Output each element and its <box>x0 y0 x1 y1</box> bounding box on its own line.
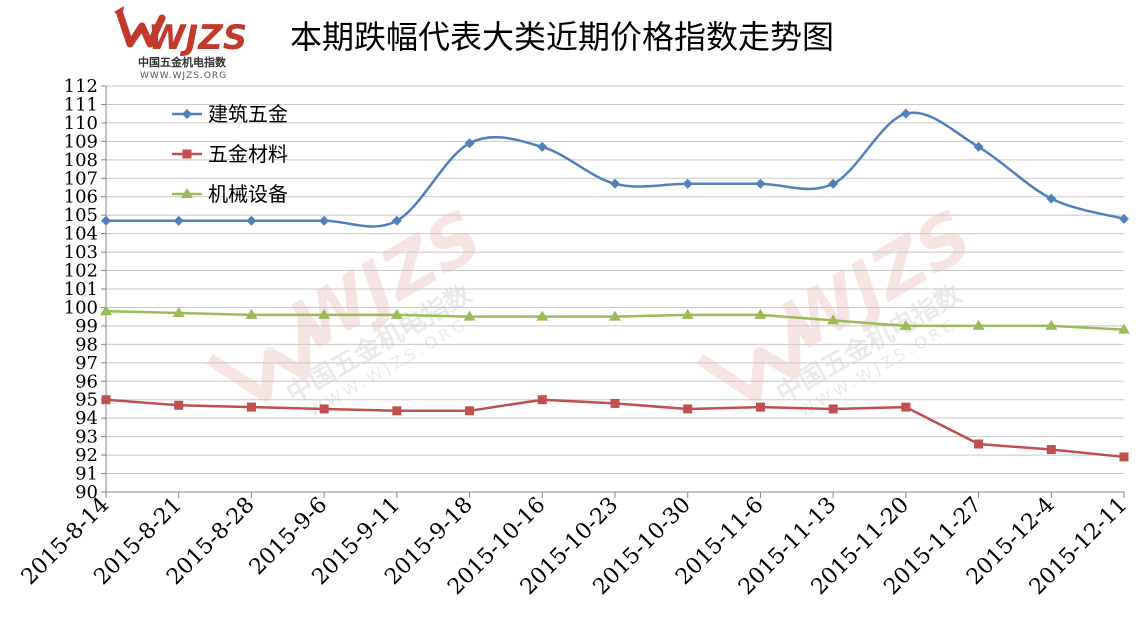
legend-label-3: 机械设备 <box>208 182 288 206</box>
data-point <box>465 406 475 416</box>
y-tick-label: 93 <box>75 427 98 448</box>
y-tick-label: 107 <box>64 168 98 189</box>
data-point <box>681 308 694 319</box>
y-tick-label: 112 <box>64 76 98 97</box>
y-tick-label: 109 <box>64 131 98 152</box>
data-point <box>901 402 911 412</box>
data-point <box>464 138 475 149</box>
logo-text: WJZS <box>148 18 247 58</box>
data-point <box>1119 452 1129 462</box>
watermark-mark <box>206 310 311 402</box>
y-tick-label: 92 <box>75 445 98 466</box>
y-tick-label: 98 <box>75 334 98 355</box>
wjzs-logo: WJZS 中国五金机电指数 WWW.WJZS.ORG <box>110 4 260 84</box>
data-point <box>974 439 984 449</box>
legend-label-2: 五金材料 <box>208 142 288 166</box>
data-point <box>537 141 548 152</box>
data-point <box>537 395 547 405</box>
legend-marker-3 <box>181 188 193 198</box>
data-point <box>1118 323 1130 334</box>
y-tick-label: 111 <box>64 94 98 115</box>
data-point <box>536 310 549 321</box>
y-tick-label: 108 <box>64 150 98 171</box>
data-point <box>609 310 621 321</box>
data-point <box>828 404 838 414</box>
y-tick-label: 105 <box>64 205 98 226</box>
data-point <box>1046 193 1057 204</box>
data-point <box>245 308 258 319</box>
data-point <box>755 402 765 412</box>
data-point <box>101 395 111 405</box>
data-point <box>318 308 331 319</box>
y-tick-label: 95 <box>75 390 98 411</box>
data-point <box>463 310 476 321</box>
data-point <box>828 178 839 189</box>
legend-label-1: 建筑五金 <box>208 102 288 126</box>
y-tick-label: 100 <box>64 297 98 318</box>
legend-marker-2 <box>182 149 192 159</box>
data-point <box>1046 445 1056 455</box>
data-point <box>173 215 184 226</box>
data-point <box>100 305 112 316</box>
series-line-2 <box>105 398 1125 459</box>
watermark-mark <box>696 310 801 402</box>
y-tick-label: 97 <box>75 353 98 374</box>
y-tick-label: 106 <box>64 187 98 208</box>
y-tick-label: 94 <box>75 408 98 429</box>
data-point <box>754 308 767 319</box>
data-point <box>683 404 693 414</box>
data-point <box>827 314 840 325</box>
data-point <box>755 178 766 189</box>
data-point <box>101 215 111 226</box>
y-tick-label: 104 <box>64 224 98 245</box>
data-point <box>391 215 402 226</box>
data-point <box>1045 319 1058 330</box>
chart-title: 本期跌幅代表大类近期价格指数走势图 <box>290 18 835 56</box>
data-point <box>682 178 693 189</box>
data-point <box>610 398 620 408</box>
logo-url: WWW.WJZS.ORG <box>140 71 227 81</box>
y-tick-label: 102 <box>64 261 98 282</box>
data-point <box>973 141 984 152</box>
data-point <box>610 178 620 189</box>
series-line-1 <box>105 111 1125 228</box>
data-point <box>900 108 911 119</box>
logo-cn: 中国五金机电指数 <box>138 55 227 69</box>
series-lines <box>100 108 1130 462</box>
data-point <box>246 402 256 412</box>
data-point <box>392 406 402 416</box>
y-tick-label: 101 <box>64 279 98 300</box>
y-tick-label: 103 <box>64 242 98 263</box>
y-tick-label: 99 <box>75 316 98 337</box>
data-point <box>972 319 985 330</box>
y-tick-label: 91 <box>75 464 98 485</box>
data-point <box>246 215 257 226</box>
y-tick-label: 110 <box>64 113 98 134</box>
data-point <box>174 400 184 410</box>
data-point <box>319 404 329 414</box>
data-point <box>319 215 330 226</box>
data-point <box>390 308 403 319</box>
legend-marker-1 <box>182 109 192 119</box>
data-point <box>172 306 185 317</box>
y-tick-label: 96 <box>75 371 98 392</box>
data-point <box>1119 213 1129 224</box>
data-point <box>899 319 912 330</box>
y-tick-label: 90 <box>75 482 98 503</box>
